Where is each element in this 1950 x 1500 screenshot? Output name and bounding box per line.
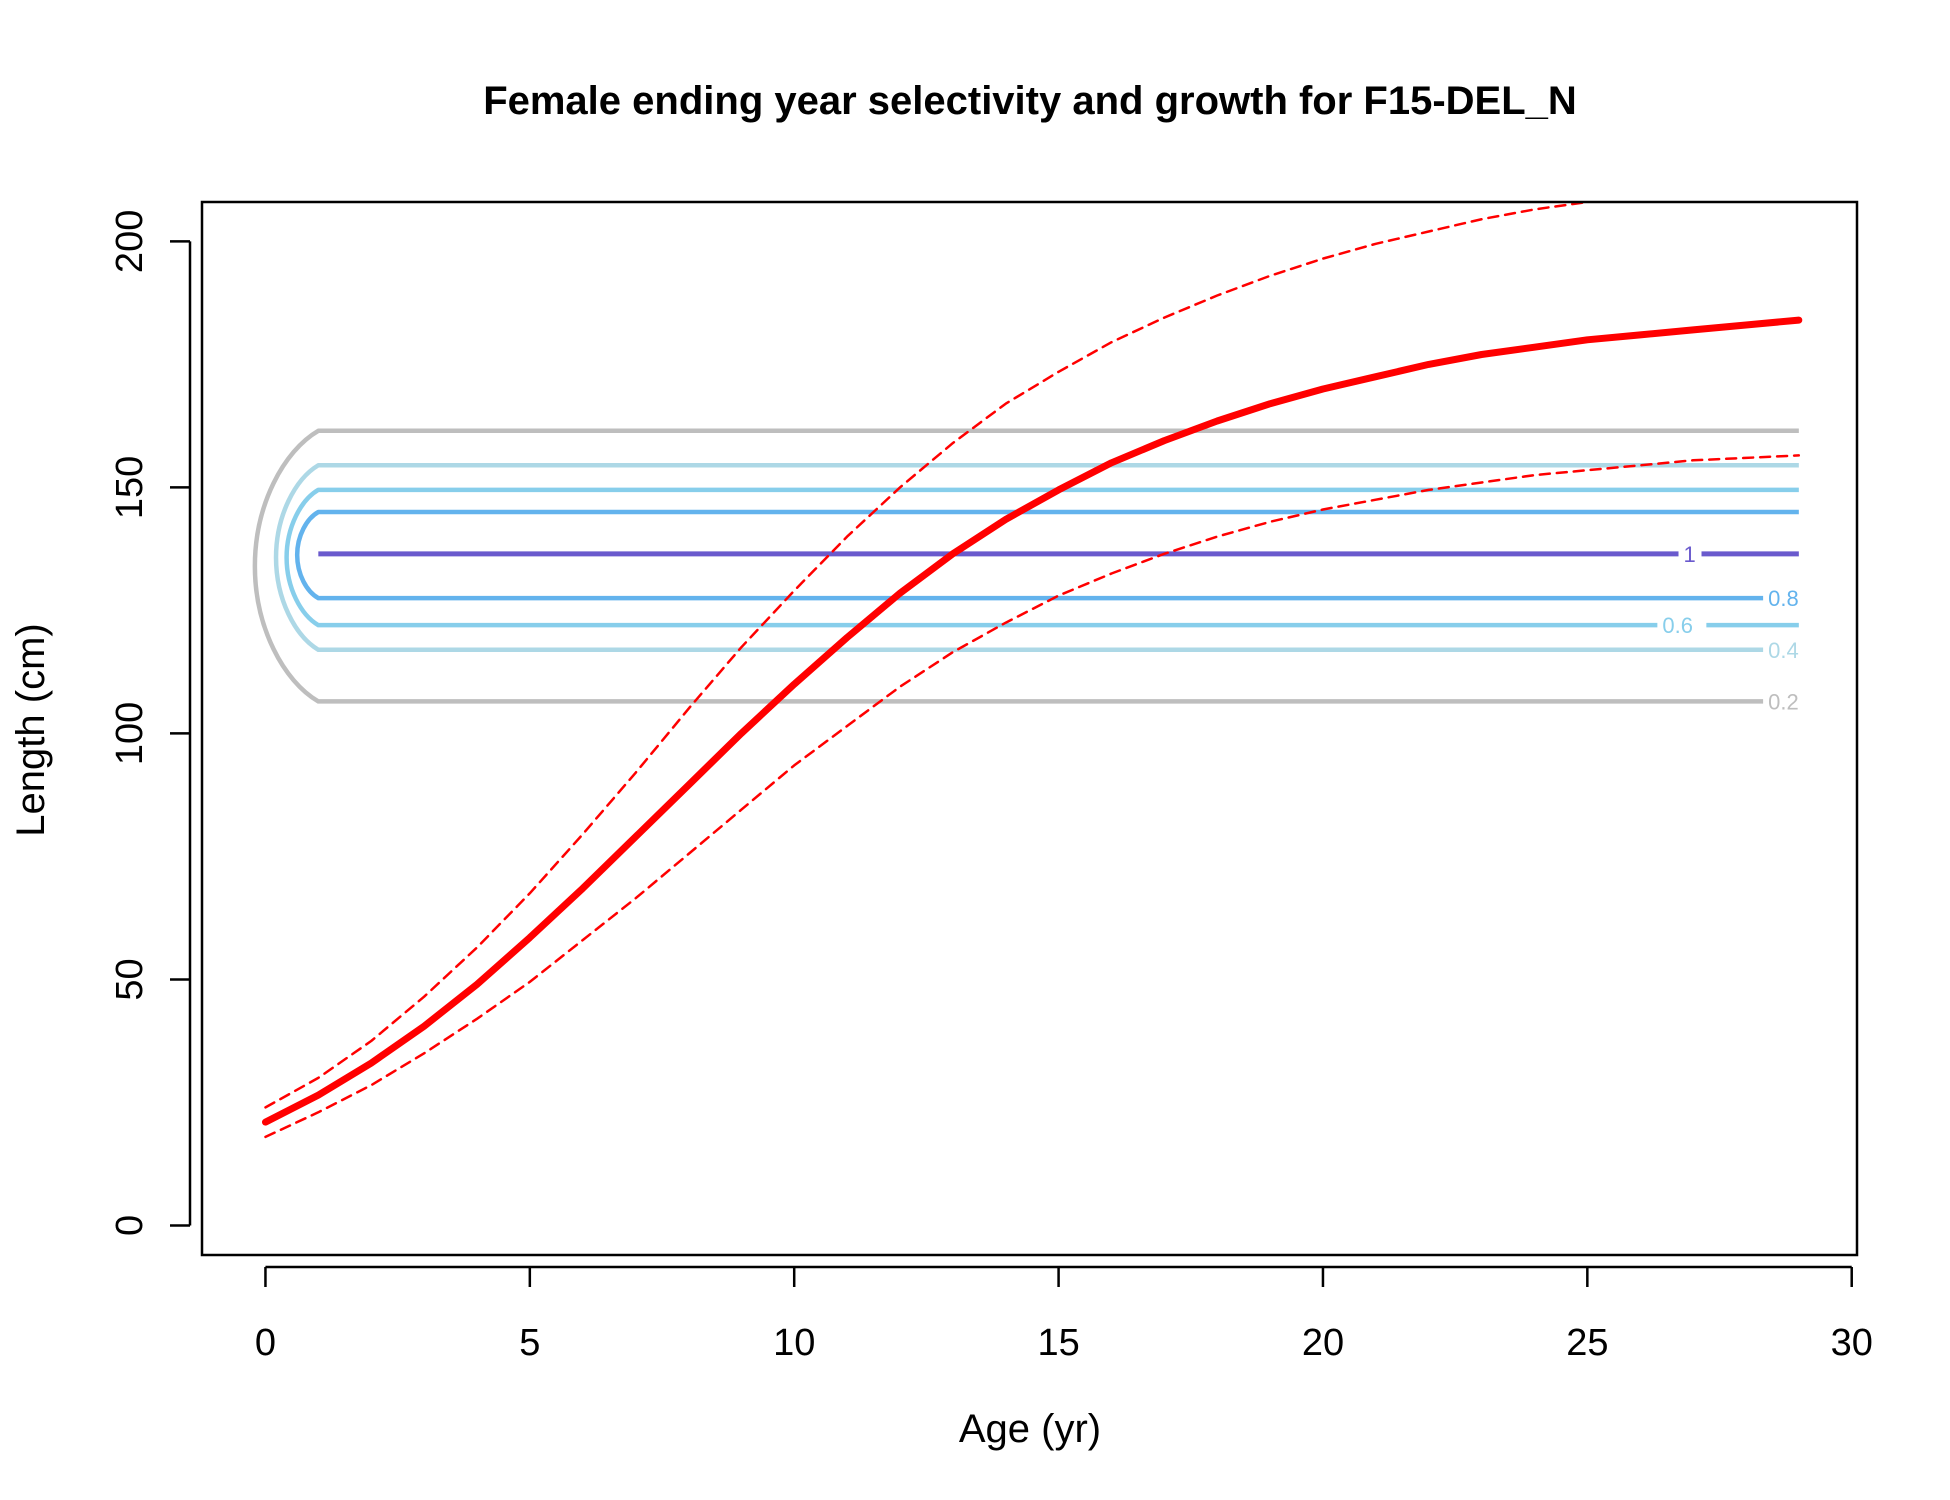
contour-label-0-6: 0.6 bbox=[1662, 613, 1693, 638]
y-tick-label: 50 bbox=[109, 958, 151, 1000]
chart-title: Female ending year selectivity and growt… bbox=[483, 79, 1577, 123]
contour-label-1: 1 bbox=[1684, 542, 1696, 567]
series-line-lower-interval bbox=[264, 454, 1801, 1139]
x-tick-label: 30 bbox=[1831, 1322, 1873, 1364]
x-tick-label: 15 bbox=[1037, 1322, 1079, 1364]
contour-label-0-2: 0.2 bbox=[1768, 689, 1799, 714]
contour-label-bg bbox=[1763, 689, 1813, 714]
contour-label-0-4: 0.4 bbox=[1768, 638, 1799, 663]
selectivity-contours: 0.2 0.4 0.6 0.8 1 bbox=[252, 428, 1813, 714]
growth-series bbox=[262, 202, 1803, 1139]
x-axis: 0 5 10 15 20 25 30 bbox=[255, 1265, 1873, 1364]
plot-frame bbox=[200, 200, 1859, 1257]
x-tick-label: 5 bbox=[519, 1322, 540, 1364]
contour-label-bg bbox=[1657, 613, 1707, 638]
y-tick-label: 200 bbox=[109, 210, 151, 273]
contour-label-bg bbox=[1763, 637, 1813, 662]
contour-line-0-8 bbox=[294, 509, 1799, 601]
series-line-mean-growth bbox=[262, 316, 1803, 1126]
x-axis-label: Age (yr) bbox=[959, 1407, 1101, 1451]
y-axis: 0 50 100 150 200 bbox=[109, 210, 192, 1236]
series-line-upper-interval bbox=[264, 202, 1597, 1109]
contour-label-bg bbox=[1678, 541, 1702, 566]
x-tick-label: 10 bbox=[773, 1322, 815, 1364]
contour-line-0-2 bbox=[252, 428, 1799, 704]
x-tick-label: 0 bbox=[255, 1322, 276, 1364]
contour-label-bg bbox=[1763, 586, 1813, 611]
contour-label-0-8: 0.8 bbox=[1768, 586, 1799, 611]
x-tick-label: 25 bbox=[1566, 1322, 1608, 1364]
y-tick-label: 0 bbox=[109, 1215, 151, 1236]
x-tick-label: 20 bbox=[1302, 1322, 1344, 1364]
contour-line-0-6 bbox=[284, 487, 1799, 628]
y-tick-label: 150 bbox=[109, 456, 151, 519]
contour-line-0-4 bbox=[273, 463, 1799, 653]
y-axis-label: Length (cm) bbox=[9, 623, 53, 836]
y-tick-label: 100 bbox=[109, 702, 151, 765]
